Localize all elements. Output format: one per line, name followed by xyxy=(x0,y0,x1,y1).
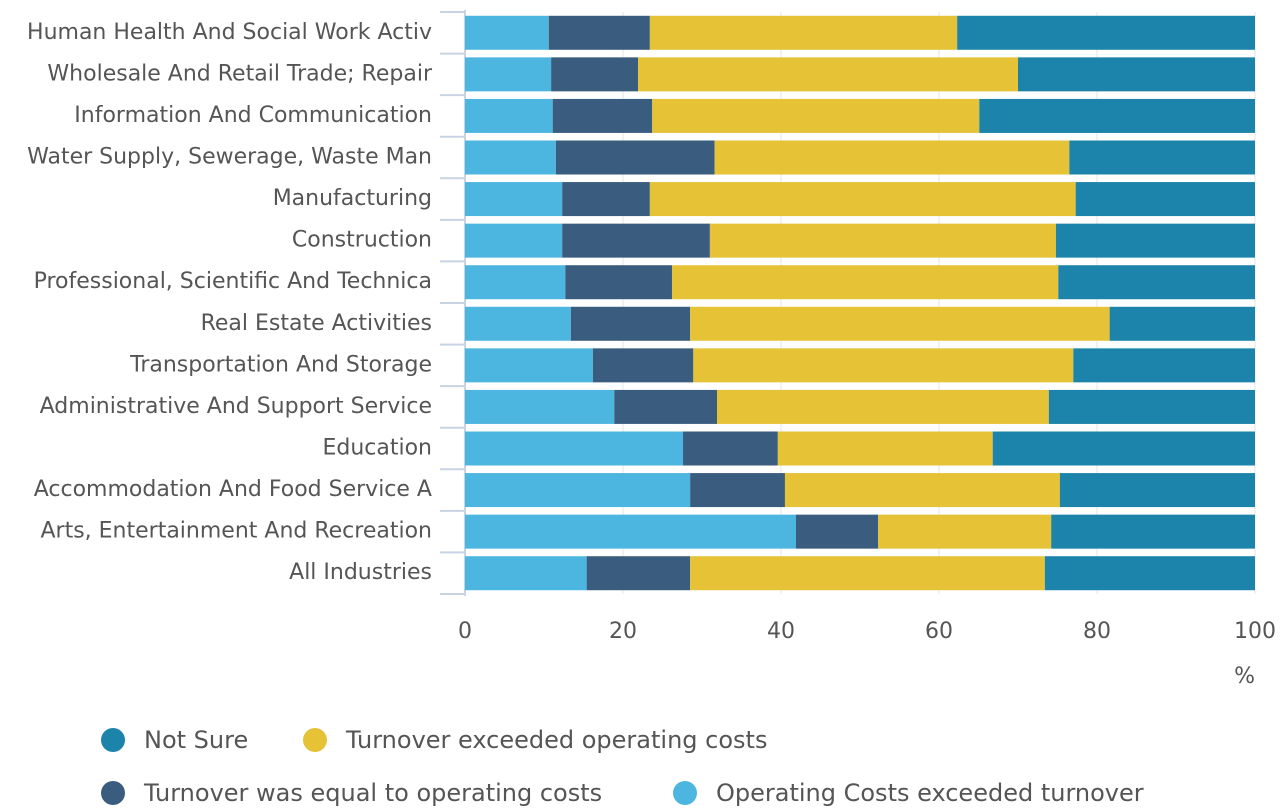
x-tick-label: 60 xyxy=(925,619,953,644)
bar-segment xyxy=(465,348,593,383)
bar-segment xyxy=(690,556,1045,591)
bar-segment xyxy=(465,473,691,508)
legend-swatch xyxy=(101,728,125,752)
bar-segment xyxy=(1018,57,1255,92)
y-tick-label: Human Health And Social Work Activ xyxy=(27,20,432,45)
bar-segment xyxy=(796,514,879,549)
bar-segment xyxy=(465,389,615,424)
bar-segment xyxy=(548,15,650,50)
legend-swatch xyxy=(673,781,697,805)
bar-segment xyxy=(592,348,694,383)
x-tick-label: 20 xyxy=(609,619,637,644)
y-tick-label: Water Supply, Sewerage, Waste Man xyxy=(27,145,432,170)
bar-segment xyxy=(465,223,563,258)
bar-segment xyxy=(709,223,1056,258)
bar-segment xyxy=(717,389,1049,424)
y-tick-label: Arts, Entertainment And Recreation xyxy=(40,519,432,544)
y-tick-label: Wholesale And Retail Trade; Repair xyxy=(47,61,433,86)
legend: Not Sure Turnover exceeded operating cost… xyxy=(101,726,1144,807)
bar-segment xyxy=(649,15,958,50)
y-tick-label: Education xyxy=(322,436,432,461)
bar-segment xyxy=(671,265,1059,300)
bar-segment xyxy=(693,348,1074,383)
bar-segment xyxy=(979,98,1255,133)
bar-segment xyxy=(465,265,566,300)
legend-label: Turnover exceeded operating costs xyxy=(345,726,767,754)
bar-segment xyxy=(570,306,691,341)
bar-segment xyxy=(565,265,672,300)
bar-segment xyxy=(562,223,710,258)
bar-segment xyxy=(784,473,1060,508)
bar-segment xyxy=(992,431,1255,466)
bar-segment xyxy=(1069,140,1255,175)
x-tick-label: 40 xyxy=(767,619,795,644)
bar-segment xyxy=(1058,265,1255,300)
x-tick-label: 100 xyxy=(1234,619,1276,644)
x-axis-label: % xyxy=(1234,664,1255,689)
legend-label: Turnover was equal to operating costs xyxy=(143,779,602,807)
bar-segment xyxy=(614,389,718,424)
bar-segment xyxy=(777,431,993,466)
x-tick-label: 0 xyxy=(458,619,472,644)
bar-segment xyxy=(465,556,587,591)
bar-segment xyxy=(1075,182,1255,217)
bar-segment xyxy=(649,182,1076,217)
bar-segment xyxy=(465,15,549,50)
bar-segment xyxy=(586,556,691,591)
bar-segment xyxy=(465,306,571,341)
y-tick-label: Manufacturing xyxy=(273,186,432,211)
bar-segment xyxy=(1044,556,1255,591)
x-tick-label: 80 xyxy=(1083,619,1111,644)
bar-segment xyxy=(1073,348,1255,383)
bar-segment xyxy=(555,140,715,175)
y-tick-label: Real Estate Activities xyxy=(201,311,432,336)
bar-segment xyxy=(1051,514,1255,549)
bar-segment xyxy=(878,514,1052,549)
bar-segment xyxy=(714,140,1070,175)
bar-segment xyxy=(551,57,639,92)
y-tick-label: Accommodation And Food Service A xyxy=(34,477,432,502)
bar-segment xyxy=(957,15,1255,50)
bar-segment xyxy=(690,473,785,508)
y-tick-label: Administrative And Support Service xyxy=(40,394,432,419)
legend-label: Not Sure xyxy=(144,726,248,754)
bar-segment xyxy=(690,306,1110,341)
legend-swatch xyxy=(101,781,125,805)
bar-segment xyxy=(638,57,1018,92)
y-tick-label: Transportation And Storage xyxy=(129,352,432,377)
bar-segment xyxy=(552,98,653,133)
bar-segment xyxy=(562,182,650,217)
bar-segment xyxy=(465,57,552,92)
y-tick-label: Professional, Scientific And Technica xyxy=(34,269,432,294)
y-tick-label: Construction xyxy=(292,228,432,253)
bar-segment xyxy=(465,140,556,175)
bar-segment xyxy=(1059,473,1255,508)
bar-segment xyxy=(652,98,980,133)
y-tick-label: All Industries xyxy=(289,560,432,585)
legend-label: Operating Costs exceeded turnover xyxy=(716,779,1144,807)
bar-segment xyxy=(1055,223,1255,258)
y-tick-label: Information And Communication xyxy=(74,103,432,128)
bar-segment xyxy=(465,431,684,466)
bar-segment xyxy=(465,98,553,133)
legend-swatch xyxy=(303,728,327,752)
bar-segment xyxy=(683,431,778,466)
bar-segment xyxy=(465,514,797,549)
bar-segment xyxy=(1109,306,1255,341)
bar-segment xyxy=(1048,389,1255,424)
bar-segment xyxy=(465,182,563,217)
